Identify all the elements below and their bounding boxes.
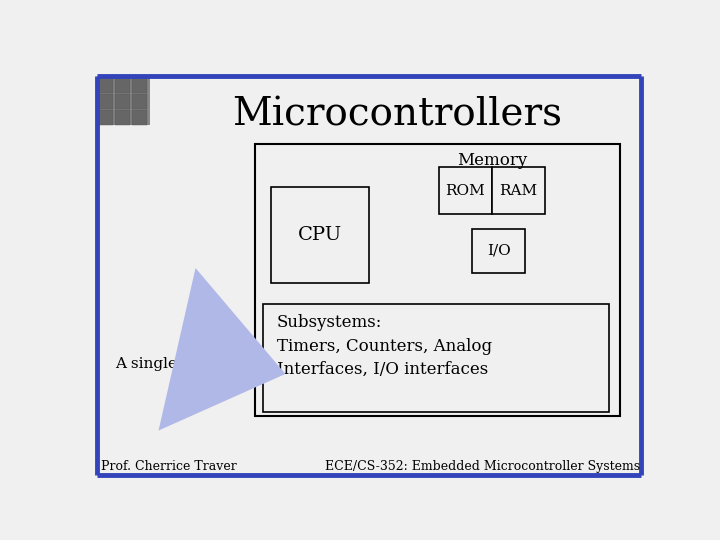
Bar xyxy=(132,110,148,125)
Text: Memory: Memory xyxy=(456,152,527,169)
Bar xyxy=(97,94,113,109)
Text: A single chip: A single chip xyxy=(115,357,215,371)
Text: CPU: CPU xyxy=(298,226,342,244)
Bar xyxy=(114,94,130,109)
Bar xyxy=(132,94,148,109)
Bar xyxy=(132,78,148,93)
Bar xyxy=(492,167,545,214)
Text: ECE/CS-352: Embedded Microcontroller Systems: ECE/CS-352: Embedded Microcontroller Sys… xyxy=(325,460,639,472)
Text: Microcontrollers: Microcontrollers xyxy=(232,96,562,133)
FancyArrowPatch shape xyxy=(158,268,285,430)
Bar xyxy=(97,110,113,125)
Text: ROM: ROM xyxy=(446,184,485,198)
Bar xyxy=(114,110,130,125)
Bar xyxy=(271,187,369,283)
Bar xyxy=(438,167,492,214)
Bar xyxy=(114,78,130,93)
Bar xyxy=(97,76,150,125)
Text: Prof. Cherrice Traver: Prof. Cherrice Traver xyxy=(101,460,237,472)
Text: Subsystems:
Timers, Counters, Analog
Interfaces, I/O interfaces: Subsystems: Timers, Counters, Analog Int… xyxy=(277,314,492,379)
Text: RAM: RAM xyxy=(499,184,537,198)
Bar xyxy=(263,304,609,412)
Bar xyxy=(97,78,113,93)
Bar xyxy=(255,144,620,416)
Bar xyxy=(472,229,526,273)
Text: I/O: I/O xyxy=(487,244,510,258)
